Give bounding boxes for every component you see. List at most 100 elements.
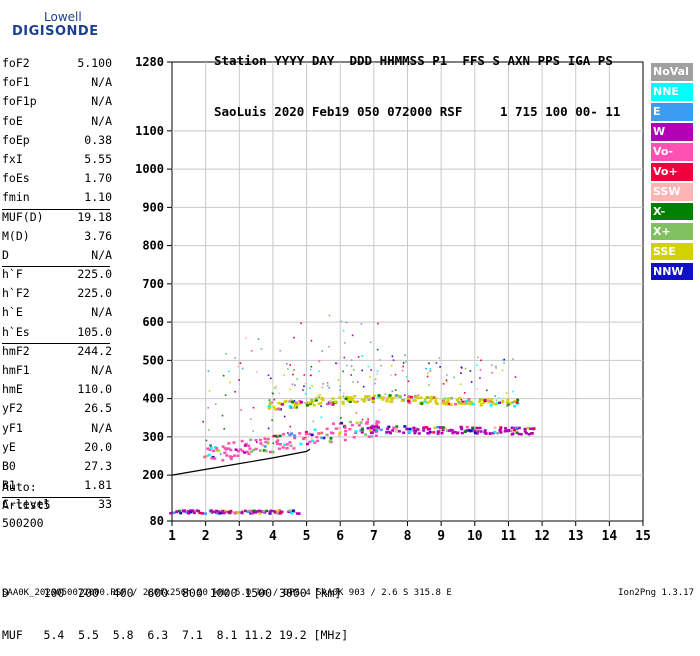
echo-point xyxy=(496,431,500,435)
echo-point xyxy=(344,397,348,401)
header-line1: Station YYYY DAY DDD HHMMSS P1 FFS S AXN… xyxy=(214,53,613,68)
echo-point xyxy=(499,431,503,434)
echo-point xyxy=(220,511,224,515)
y-tick-label: 1000 xyxy=(135,162,164,176)
echo-point xyxy=(254,447,258,451)
spread-echo-point xyxy=(283,374,286,377)
spread-echo-point xyxy=(390,364,393,367)
echo-point xyxy=(465,399,469,403)
echo-point xyxy=(412,426,416,430)
echo-point xyxy=(177,509,181,513)
echo-point xyxy=(414,429,418,433)
echo-point xyxy=(236,450,240,453)
echo-point xyxy=(442,402,446,406)
echo-point xyxy=(530,432,534,435)
spread-echo-point xyxy=(350,359,353,361)
echo-point xyxy=(405,427,409,431)
legend-item-x-: X+ xyxy=(651,222,693,241)
echo-point xyxy=(293,434,297,437)
spread-echo-point xyxy=(287,368,289,370)
y-tick-label: 400 xyxy=(142,392,164,406)
echo-point xyxy=(216,512,220,515)
echo-point xyxy=(285,443,289,446)
spread-echo-point xyxy=(374,378,377,380)
echo-point xyxy=(455,398,459,402)
echo-point xyxy=(507,429,511,433)
param-value: 0.38 xyxy=(84,132,112,147)
echo-point xyxy=(408,430,412,433)
spread-echo-point xyxy=(229,381,231,384)
param-value: 1.81 xyxy=(84,478,112,493)
spread-echo-point xyxy=(292,373,294,376)
echo-point xyxy=(487,400,491,404)
echo-point xyxy=(267,404,271,408)
muf-row: MUF 5.4 5.5 5.8 6.3 7.1 8.1 11.2 19.2 [M… xyxy=(2,628,349,642)
echo-point xyxy=(519,433,523,436)
echo-point xyxy=(320,436,324,440)
param-name: hmF1 xyxy=(2,363,30,377)
echo-point xyxy=(262,449,266,452)
spread-echo-point xyxy=(293,336,295,339)
auto-scaling-info: Auto: Artist5 500200 xyxy=(2,478,50,532)
echo-point xyxy=(363,395,367,399)
echo-point xyxy=(215,448,219,452)
param-name: h`Es xyxy=(2,324,30,339)
echo-point xyxy=(453,430,457,434)
echo-point xyxy=(272,405,276,409)
echo-point xyxy=(268,512,272,515)
spread-echo-point xyxy=(289,388,291,391)
echo-point xyxy=(377,394,381,397)
echo-scatter xyxy=(169,314,536,515)
spread-echo-point xyxy=(460,372,462,374)
echo-point xyxy=(244,442,248,446)
echo-point xyxy=(352,435,356,439)
echo-point xyxy=(338,396,342,399)
echo-point xyxy=(304,432,308,436)
echo-point xyxy=(395,425,399,428)
echo-point xyxy=(386,398,390,401)
echo-point xyxy=(434,401,438,405)
echo-point xyxy=(480,403,484,406)
echo-point xyxy=(274,434,278,438)
echo-point xyxy=(274,510,278,514)
echo-point xyxy=(334,427,338,430)
spread-echo-point xyxy=(252,406,255,409)
spread-echo-point xyxy=(245,337,247,340)
echo-point xyxy=(368,429,372,432)
echo-point xyxy=(426,427,430,431)
spread-echo-point xyxy=(463,392,466,394)
echo-point xyxy=(468,402,472,406)
spread-echo-point xyxy=(377,322,379,325)
echo-point xyxy=(394,430,398,433)
spread-echo-point xyxy=(335,362,337,365)
echo-point xyxy=(189,510,193,514)
spread-echo-point xyxy=(357,381,359,383)
param-row: foF1 N/A xyxy=(2,75,112,94)
spread-echo-point xyxy=(369,341,372,344)
spread-echo-point xyxy=(304,392,307,395)
spread-echo-point xyxy=(391,355,394,358)
echo-point xyxy=(329,431,333,434)
spread-echo-point xyxy=(503,362,505,364)
auto-line1: Auto: xyxy=(2,480,37,494)
echo-point xyxy=(338,431,342,435)
spread-echo-point xyxy=(460,399,463,401)
spread-echo-point xyxy=(304,382,307,385)
spread-echo-point xyxy=(367,365,370,368)
echo-point xyxy=(290,511,294,515)
echo-point xyxy=(284,399,288,403)
echo-point xyxy=(491,402,495,405)
spread-echo-point xyxy=(267,374,270,377)
echo-point xyxy=(391,429,395,432)
echo-point xyxy=(313,441,317,444)
echo-point xyxy=(221,445,225,448)
echo-point xyxy=(462,402,466,405)
direction-legend: NoVal NNE E W Vo- Vo+ SSW X- X+ SSE NNW xyxy=(651,63,693,283)
echo-point xyxy=(460,431,464,435)
echo-point xyxy=(276,509,280,513)
station-header: Station YYYY DAY DDD HHMMSS P1 FFS S AXN… xyxy=(214,18,620,137)
param-value: N/A xyxy=(91,75,112,90)
spread-echo-point xyxy=(275,385,277,388)
param-row: fxI 5.55 xyxy=(2,152,112,171)
spread-echo-point xyxy=(460,366,463,369)
